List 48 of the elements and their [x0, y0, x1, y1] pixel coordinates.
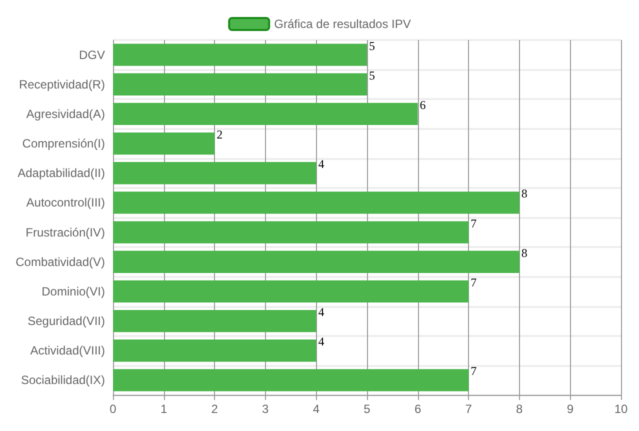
legend-label: Gráfica de resultados IPV [274, 17, 411, 31]
y-tick-label: Receptividad(R) [18, 77, 105, 92]
x-tick-label: 0 [110, 402, 117, 416]
bar [113, 250, 520, 273]
x-tick-label: 9 [566, 402, 574, 416]
x-tick-label: 2 [211, 402, 218, 416]
y-tick-label: Combatividad(V) [16, 254, 105, 269]
data-label: 4 [318, 305, 324, 320]
data-label: 7 [470, 216, 477, 230]
bar [113, 369, 469, 392]
y-tick-label: Agresividad(A) [26, 106, 105, 121]
bar [113, 340, 316, 362]
data-label: 4 [318, 157, 324, 172]
bar [113, 310, 316, 332]
data-label: 7 [470, 275, 477, 290]
x-tick-label: 6 [414, 402, 422, 416]
x-tick-label: 10 [614, 402, 628, 416]
x-tick-label: 1 [160, 402, 168, 416]
y-tick-label: Autocontrol(III) [26, 196, 105, 210]
x-tick-label: 7 [465, 402, 472, 416]
bar [113, 102, 418, 126]
data-label: 8 [521, 186, 528, 201]
bar [113, 73, 367, 96]
data-label: 4 [318, 334, 324, 349]
data-label: 5 [369, 68, 375, 82]
y-tick-label: Adaptabilidad(II) [18, 166, 105, 180]
bar [113, 221, 469, 244]
data-label: 5 [369, 38, 375, 53]
data-label: 7 [470, 364, 477, 378]
y-tick-label: Actividad(VIII) [30, 344, 105, 358]
bar [113, 192, 520, 214]
data-label: 2 [216, 128, 223, 142]
x-tick-label: 8 [516, 402, 524, 416]
y-tick-label: Frustración(IV) [26, 225, 105, 240]
bar [113, 280, 469, 303]
x-tick-label: 5 [364, 402, 371, 416]
x-tick-label: 3 [262, 402, 270, 416]
y-tick-label: Seguridad(VII) [28, 314, 105, 328]
bar [113, 132, 215, 155]
y-tick-label: Dominio(VI) [42, 284, 105, 298]
x-tick-label: 4 [312, 402, 320, 416]
y-tick-label: DGV [78, 48, 105, 62]
bar [113, 162, 316, 184]
data-label: 8 [521, 246, 528, 260]
y-tick-label: Sociabilidad(IX) [20, 373, 105, 388]
data-label: 6 [420, 98, 426, 112]
y-tick-label: Comprensión(I) [22, 136, 105, 151]
bar [113, 44, 367, 66]
